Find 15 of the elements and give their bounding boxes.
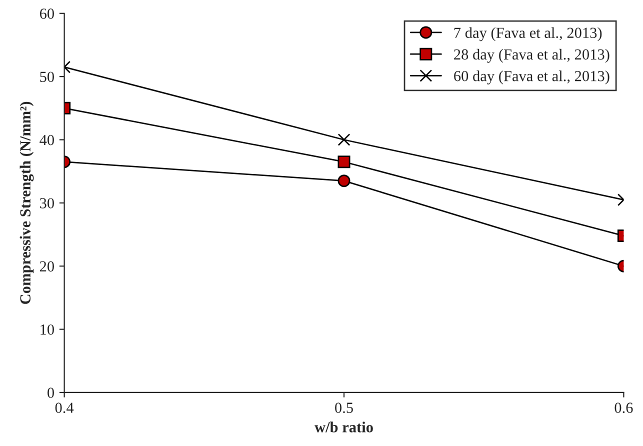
y-tick-label: 60 bbox=[40, 8, 54, 19]
y-tick-label: 0 bbox=[48, 388, 54, 398]
legend-label: 28 day (Fava et al., 2013) bbox=[454, 48, 610, 63]
y-axis-title: Compressive Strength (N/mm²) bbox=[20, 102, 34, 304]
y-tick-label: 50 bbox=[40, 72, 54, 82]
legend-label: 7 day (Fava et al., 2013) bbox=[454, 27, 602, 42]
y-tick-label: 40 bbox=[40, 134, 54, 146]
x-axis-title: w/b ratio bbox=[314, 422, 373, 432]
y-tick-label: 30 bbox=[40, 198, 54, 208]
y-tick-label: 10 bbox=[40, 324, 54, 335]
y-tick-label: 20 bbox=[40, 261, 54, 272]
legend-label: 60 day (Fava et al., 2013) bbox=[454, 70, 610, 84]
x-tick-label: 0.5 bbox=[335, 402, 353, 414]
x-tick-label: 0.4 bbox=[55, 402, 74, 414]
x-tick-label: 0.6 bbox=[614, 402, 633, 414]
